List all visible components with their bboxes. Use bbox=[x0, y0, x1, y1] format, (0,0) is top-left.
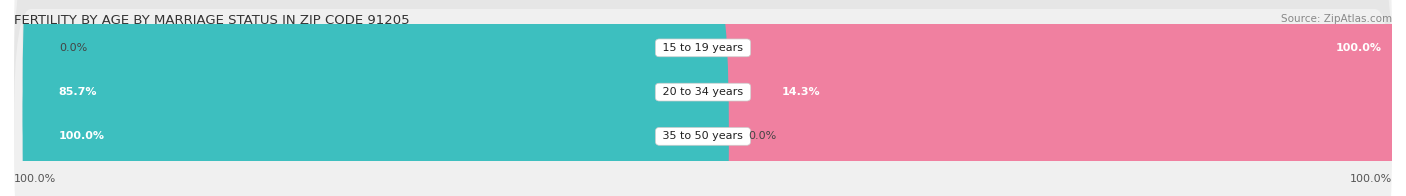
Text: 0.0%: 0.0% bbox=[59, 43, 87, 53]
Text: 100.0%: 100.0% bbox=[1350, 174, 1392, 184]
FancyBboxPatch shape bbox=[14, 9, 1392, 196]
FancyBboxPatch shape bbox=[22, 0, 636, 196]
Text: 35 to 50 years: 35 to 50 years bbox=[659, 131, 747, 141]
FancyBboxPatch shape bbox=[22, 0, 1384, 196]
FancyBboxPatch shape bbox=[711, 0, 856, 196]
FancyBboxPatch shape bbox=[14, 0, 1392, 196]
Text: 100.0%: 100.0% bbox=[14, 174, 56, 184]
FancyBboxPatch shape bbox=[22, 0, 1384, 196]
Text: 100.0%: 100.0% bbox=[1336, 43, 1382, 53]
Text: 14.3%: 14.3% bbox=[782, 87, 821, 97]
Text: 85.7%: 85.7% bbox=[59, 87, 97, 97]
Text: 0.0%: 0.0% bbox=[748, 131, 776, 141]
Text: 100.0%: 100.0% bbox=[59, 131, 105, 141]
FancyBboxPatch shape bbox=[22, 0, 728, 196]
FancyBboxPatch shape bbox=[711, 0, 1406, 196]
Text: 20 to 34 years: 20 to 34 years bbox=[659, 87, 747, 97]
Text: FERTILITY BY AGE BY MARRIAGE STATUS IN ZIP CODE 91205: FERTILITY BY AGE BY MARRIAGE STATUS IN Z… bbox=[14, 14, 409, 27]
Text: 15 to 19 years: 15 to 19 years bbox=[659, 43, 747, 53]
FancyBboxPatch shape bbox=[14, 0, 1392, 175]
FancyBboxPatch shape bbox=[22, 0, 1384, 196]
Text: Source: ZipAtlas.com: Source: ZipAtlas.com bbox=[1281, 14, 1392, 24]
